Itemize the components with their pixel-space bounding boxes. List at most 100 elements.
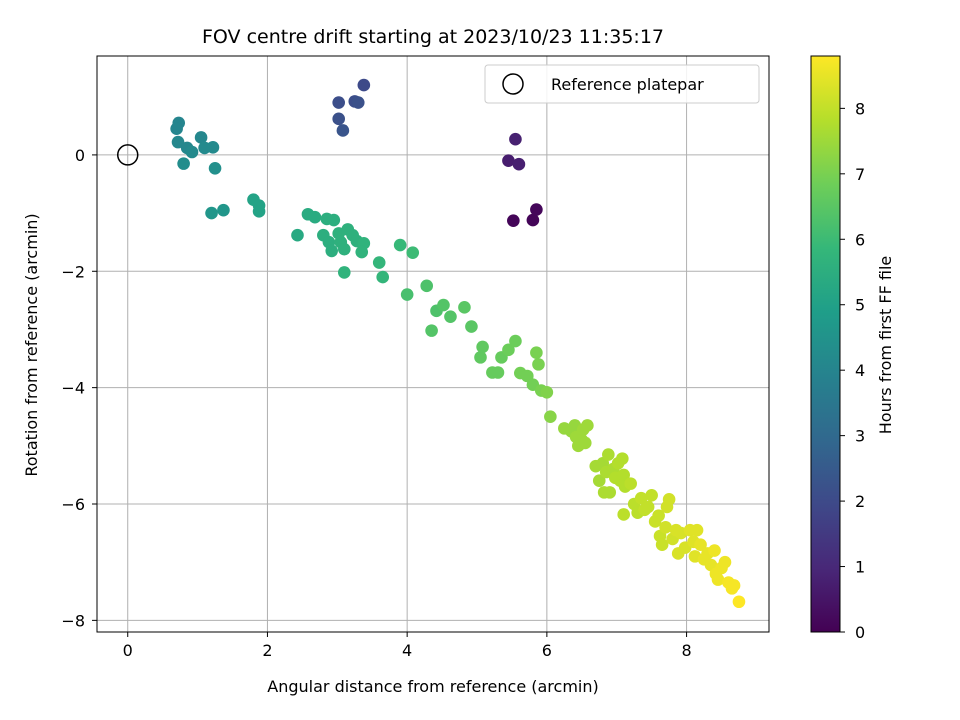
data-point — [645, 488, 658, 502]
data-point — [711, 573, 725, 586]
y-tick-label: −8 — [61, 611, 85, 630]
data-point — [208, 161, 222, 175]
chart-title: FOV centre drift starting at 2023/10/23 … — [202, 26, 664, 48]
data-point — [177, 157, 190, 170]
data-point — [357, 78, 371, 92]
data-point — [376, 270, 390, 284]
data-point — [592, 474, 606, 488]
legend: Reference platepar — [484, 64, 760, 104]
data-point — [332, 112, 345, 126]
data-point — [170, 122, 183, 136]
data-point — [690, 523, 704, 537]
data-point — [708, 544, 721, 557]
x-tick-label: 6 — [542, 641, 552, 660]
data-point — [393, 238, 407, 252]
data-point — [509, 334, 522, 348]
colorbar-tick-label: 2 — [855, 492, 865, 511]
colorbar: 0 1 2 3 4 5 6 7 8 Hours from first FF file — [810, 55, 895, 642]
plot-frame — [96, 55, 770, 633]
colorbar-label: Hours from first FF file — [876, 256, 895, 435]
grid-lines — [97, 56, 769, 632]
data-point — [578, 436, 592, 450]
data-point — [332, 96, 345, 109]
data-point — [351, 96, 365, 109]
data-point — [581, 419, 594, 432]
data-point — [185, 145, 199, 159]
data-point — [476, 340, 489, 354]
data-point — [507, 214, 520, 227]
data-point — [662, 493, 676, 506]
data-point — [530, 203, 543, 216]
legend-entry-reference-platepar: Reference platepar — [551, 75, 704, 94]
colorbar-tick-label: 8 — [855, 99, 865, 118]
data-point — [532, 358, 545, 371]
legend-box — [484, 64, 760, 104]
data-point — [420, 279, 434, 293]
data-point — [465, 320, 478, 333]
data-point — [544, 410, 557, 424]
data-point — [502, 343, 515, 357]
data-point — [659, 520, 672, 534]
data-point — [217, 203, 230, 217]
data-point — [603, 486, 617, 499]
data-point — [624, 477, 637, 490]
data-point — [694, 538, 707, 552]
data-point — [400, 288, 414, 301]
data-point — [727, 579, 741, 592]
data-point — [444, 310, 457, 323]
data-point — [530, 346, 543, 360]
data-point — [641, 500, 655, 514]
colorbar-gradient — [810, 55, 841, 633]
data-point — [406, 246, 420, 259]
x-axis-label: Angular distance from reference (arcmin) — [267, 677, 598, 696]
data-point — [327, 213, 341, 227]
colorbar-tick-label: 3 — [855, 427, 865, 446]
x-tick-label: 0 — [123, 641, 133, 660]
data-point — [634, 491, 648, 505]
data-point — [655, 538, 669, 552]
y-tick-label: 0 — [75, 146, 85, 165]
data-point — [491, 366, 505, 379]
data-point — [509, 132, 522, 146]
data-point — [437, 298, 450, 312]
colorbar-tick-label: 0 — [855, 623, 865, 642]
data-point — [617, 508, 631, 521]
colorbar-tick-label: 1 — [855, 558, 865, 577]
data-point — [372, 256, 386, 269]
x-tick-label: 8 — [681, 641, 691, 660]
y-tick-label: −6 — [61, 495, 85, 514]
data-point — [732, 595, 746, 609]
data-point — [474, 351, 487, 364]
x-axis-ticks: 0 2 4 6 8 — [123, 632, 692, 660]
reference-platepar-marker — [116, 144, 139, 166]
y-axis-label: Rotation from reference (arcmin) — [22, 213, 41, 476]
data-point — [540, 385, 554, 399]
data-points — [170, 78, 746, 609]
data-point — [512, 157, 526, 171]
data-point — [194, 131, 208, 144]
data-point — [336, 124, 350, 137]
data-point — [526, 213, 540, 227]
colorbar-tick-label: 7 — [855, 165, 865, 184]
colorbar-tick-label: 6 — [855, 230, 865, 249]
y-tick-label: −4 — [61, 379, 85, 398]
colorbar-tick-label: 5 — [855, 296, 865, 315]
data-point — [206, 141, 220, 154]
data-point — [205, 206, 218, 220]
data-point — [171, 135, 185, 149]
y-axis-ticks: 0 −2 −4 −6 −8 — [61, 146, 97, 630]
data-point — [308, 210, 322, 224]
colorbar-ticks: 0 1 2 3 4 5 6 7 8 — [840, 99, 865, 642]
data-point — [355, 245, 369, 259]
data-point — [337, 266, 351, 279]
y-tick-label: −2 — [61, 262, 85, 281]
x-tick-label: 2 — [262, 641, 272, 660]
colorbar-tick-label: 4 — [855, 361, 865, 380]
data-point — [718, 555, 732, 569]
data-point — [425, 324, 438, 337]
legend-reference-marker — [502, 73, 524, 95]
data-point — [458, 301, 471, 314]
data-point — [291, 228, 304, 242]
data-point — [502, 154, 515, 168]
